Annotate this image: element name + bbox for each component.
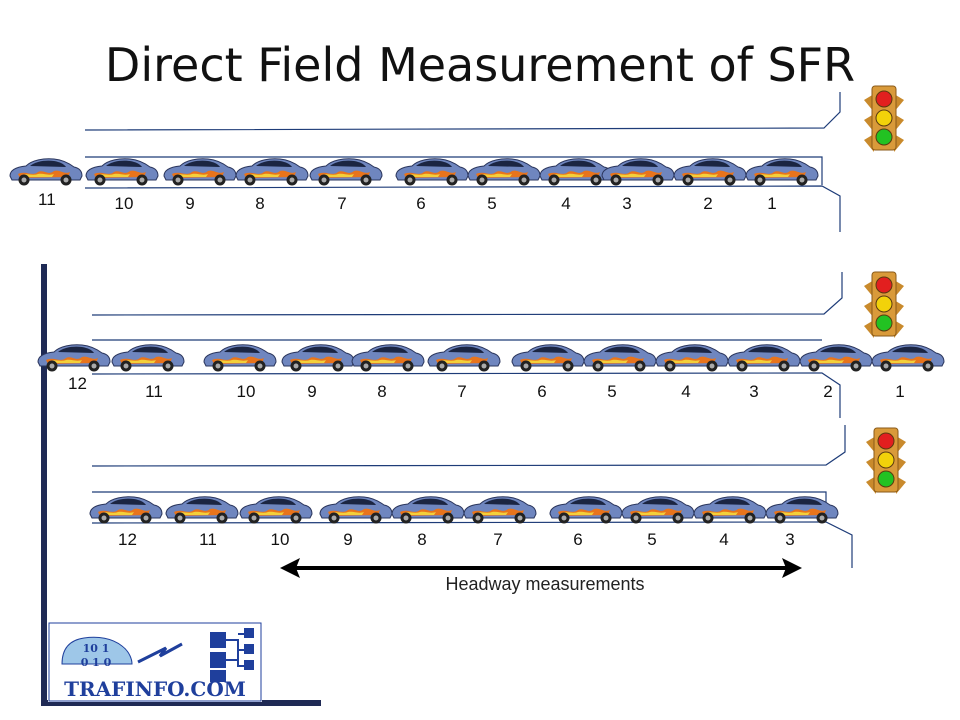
car-row2-1	[203, 344, 277, 372]
car-row2-2	[281, 344, 355, 372]
car-row3-5	[549, 496, 623, 524]
car-row2-lead	[37, 344, 111, 372]
car-label-row3-6: 5	[647, 530, 657, 549]
car-label-row3-0: 11	[199, 530, 217, 549]
car-label-row2-8: 3	[749, 382, 759, 401]
cars-layer	[9, 158, 945, 524]
car-row3-3	[391, 496, 465, 524]
car-label-row1-9: 1	[767, 194, 777, 213]
car-label-row2-1: 10	[236, 382, 256, 401]
car-label-row1-lead: 11	[38, 190, 56, 209]
car-label-row2-2: 9	[307, 382, 317, 401]
car-label-row2-5: 6	[537, 382, 547, 401]
car-label-row2-4: 7	[457, 382, 467, 401]
car-row1-9	[745, 158, 819, 186]
car-row1-5	[467, 158, 541, 186]
left-axis-bar	[41, 264, 47, 706]
headway-arrow	[280, 558, 802, 578]
car-label-row3-8: 3	[785, 530, 795, 549]
bottom-axis-bar	[41, 700, 321, 706]
headway-label: Headway measurements	[445, 574, 645, 594]
page-title: Direct Field Measurement of SFR	[104, 38, 856, 92]
car-label-row2-9: 2	[823, 382, 833, 401]
car-label-row2-10: 1	[895, 382, 905, 401]
car-row2-10	[871, 344, 945, 372]
car-label-row3-lead: 12	[118, 530, 137, 549]
car-row3-4	[463, 496, 537, 524]
svg-text:10 1: 10 1	[83, 642, 110, 655]
car-label-row1-4: 6	[416, 194, 426, 213]
signals-layer	[863, 85, 907, 495]
car-label-row3-4: 7	[493, 530, 503, 549]
car-row3-1	[239, 496, 313, 524]
car-row1-3	[309, 158, 383, 186]
car-row1-7	[601, 158, 675, 186]
car-row1-8	[673, 158, 747, 186]
road-row-2	[91, 272, 843, 418]
car-label-row2-7: 4	[681, 382, 691, 401]
car-row2-7	[655, 344, 729, 372]
traffic-signal-icon	[863, 271, 905, 339]
car-label-row3-2: 9	[343, 530, 353, 549]
car-label-row3-5: 6	[573, 530, 583, 549]
car-row3-lead	[89, 496, 163, 524]
car-row1-2	[235, 158, 309, 186]
car-label-row2-0: 11	[145, 382, 163, 401]
car-row3-2	[319, 496, 393, 524]
car-row1-1	[163, 158, 237, 186]
car-label-row2-3: 8	[377, 382, 387, 401]
car-row2-3	[351, 344, 425, 372]
car-label-row1-3: 7	[337, 194, 347, 213]
car-row3-6	[621, 496, 695, 524]
car-label-row2-6: 5	[607, 382, 617, 401]
car-row1-6	[539, 158, 613, 186]
svg-text:0 1 0: 0 1 0	[81, 656, 112, 669]
car-label-row1-7: 3	[622, 194, 632, 213]
car-label-row1-6: 4	[561, 194, 571, 213]
traffic-signal-icon	[865, 427, 907, 495]
traffic-signal-icon	[863, 85, 905, 153]
logo-graphic: 10 1 0 1 0 TRAFINFO.COM	[48, 622, 262, 702]
car-label-row1-1: 9	[185, 194, 195, 213]
car-row1-0	[85, 158, 159, 186]
car-label-row3-3: 8	[417, 530, 427, 549]
car-label-row3-7: 4	[719, 530, 729, 549]
car-row3-8	[765, 496, 839, 524]
trafinfo-logo: 10 1 0 1 0 TRAFINFO.COM	[48, 622, 262, 702]
car-row2-8	[727, 344, 801, 372]
car-row1-4	[395, 158, 469, 186]
car-label-row3-1: 10	[270, 530, 290, 549]
car-row3-7	[693, 496, 767, 524]
car-row2-4	[427, 344, 501, 372]
car-label-row2-lead: 12	[68, 374, 87, 393]
car-row2-9	[799, 344, 873, 372]
car-label-row1-2: 8	[255, 194, 265, 213]
car-row3-0	[165, 496, 239, 524]
car-row2-6	[583, 344, 657, 372]
car-row2-5	[511, 344, 585, 372]
car-row2-0	[111, 344, 185, 372]
car-row1-lead	[9, 158, 83, 186]
road-row-1	[84, 92, 841, 232]
car-label-row1-8: 2	[703, 194, 713, 213]
car-label-row1-0: 10	[114, 194, 134, 213]
car-label-row1-5: 5	[487, 194, 497, 213]
svg-text:TRAFINFO.COM: TRAFINFO.COM	[64, 677, 246, 701]
